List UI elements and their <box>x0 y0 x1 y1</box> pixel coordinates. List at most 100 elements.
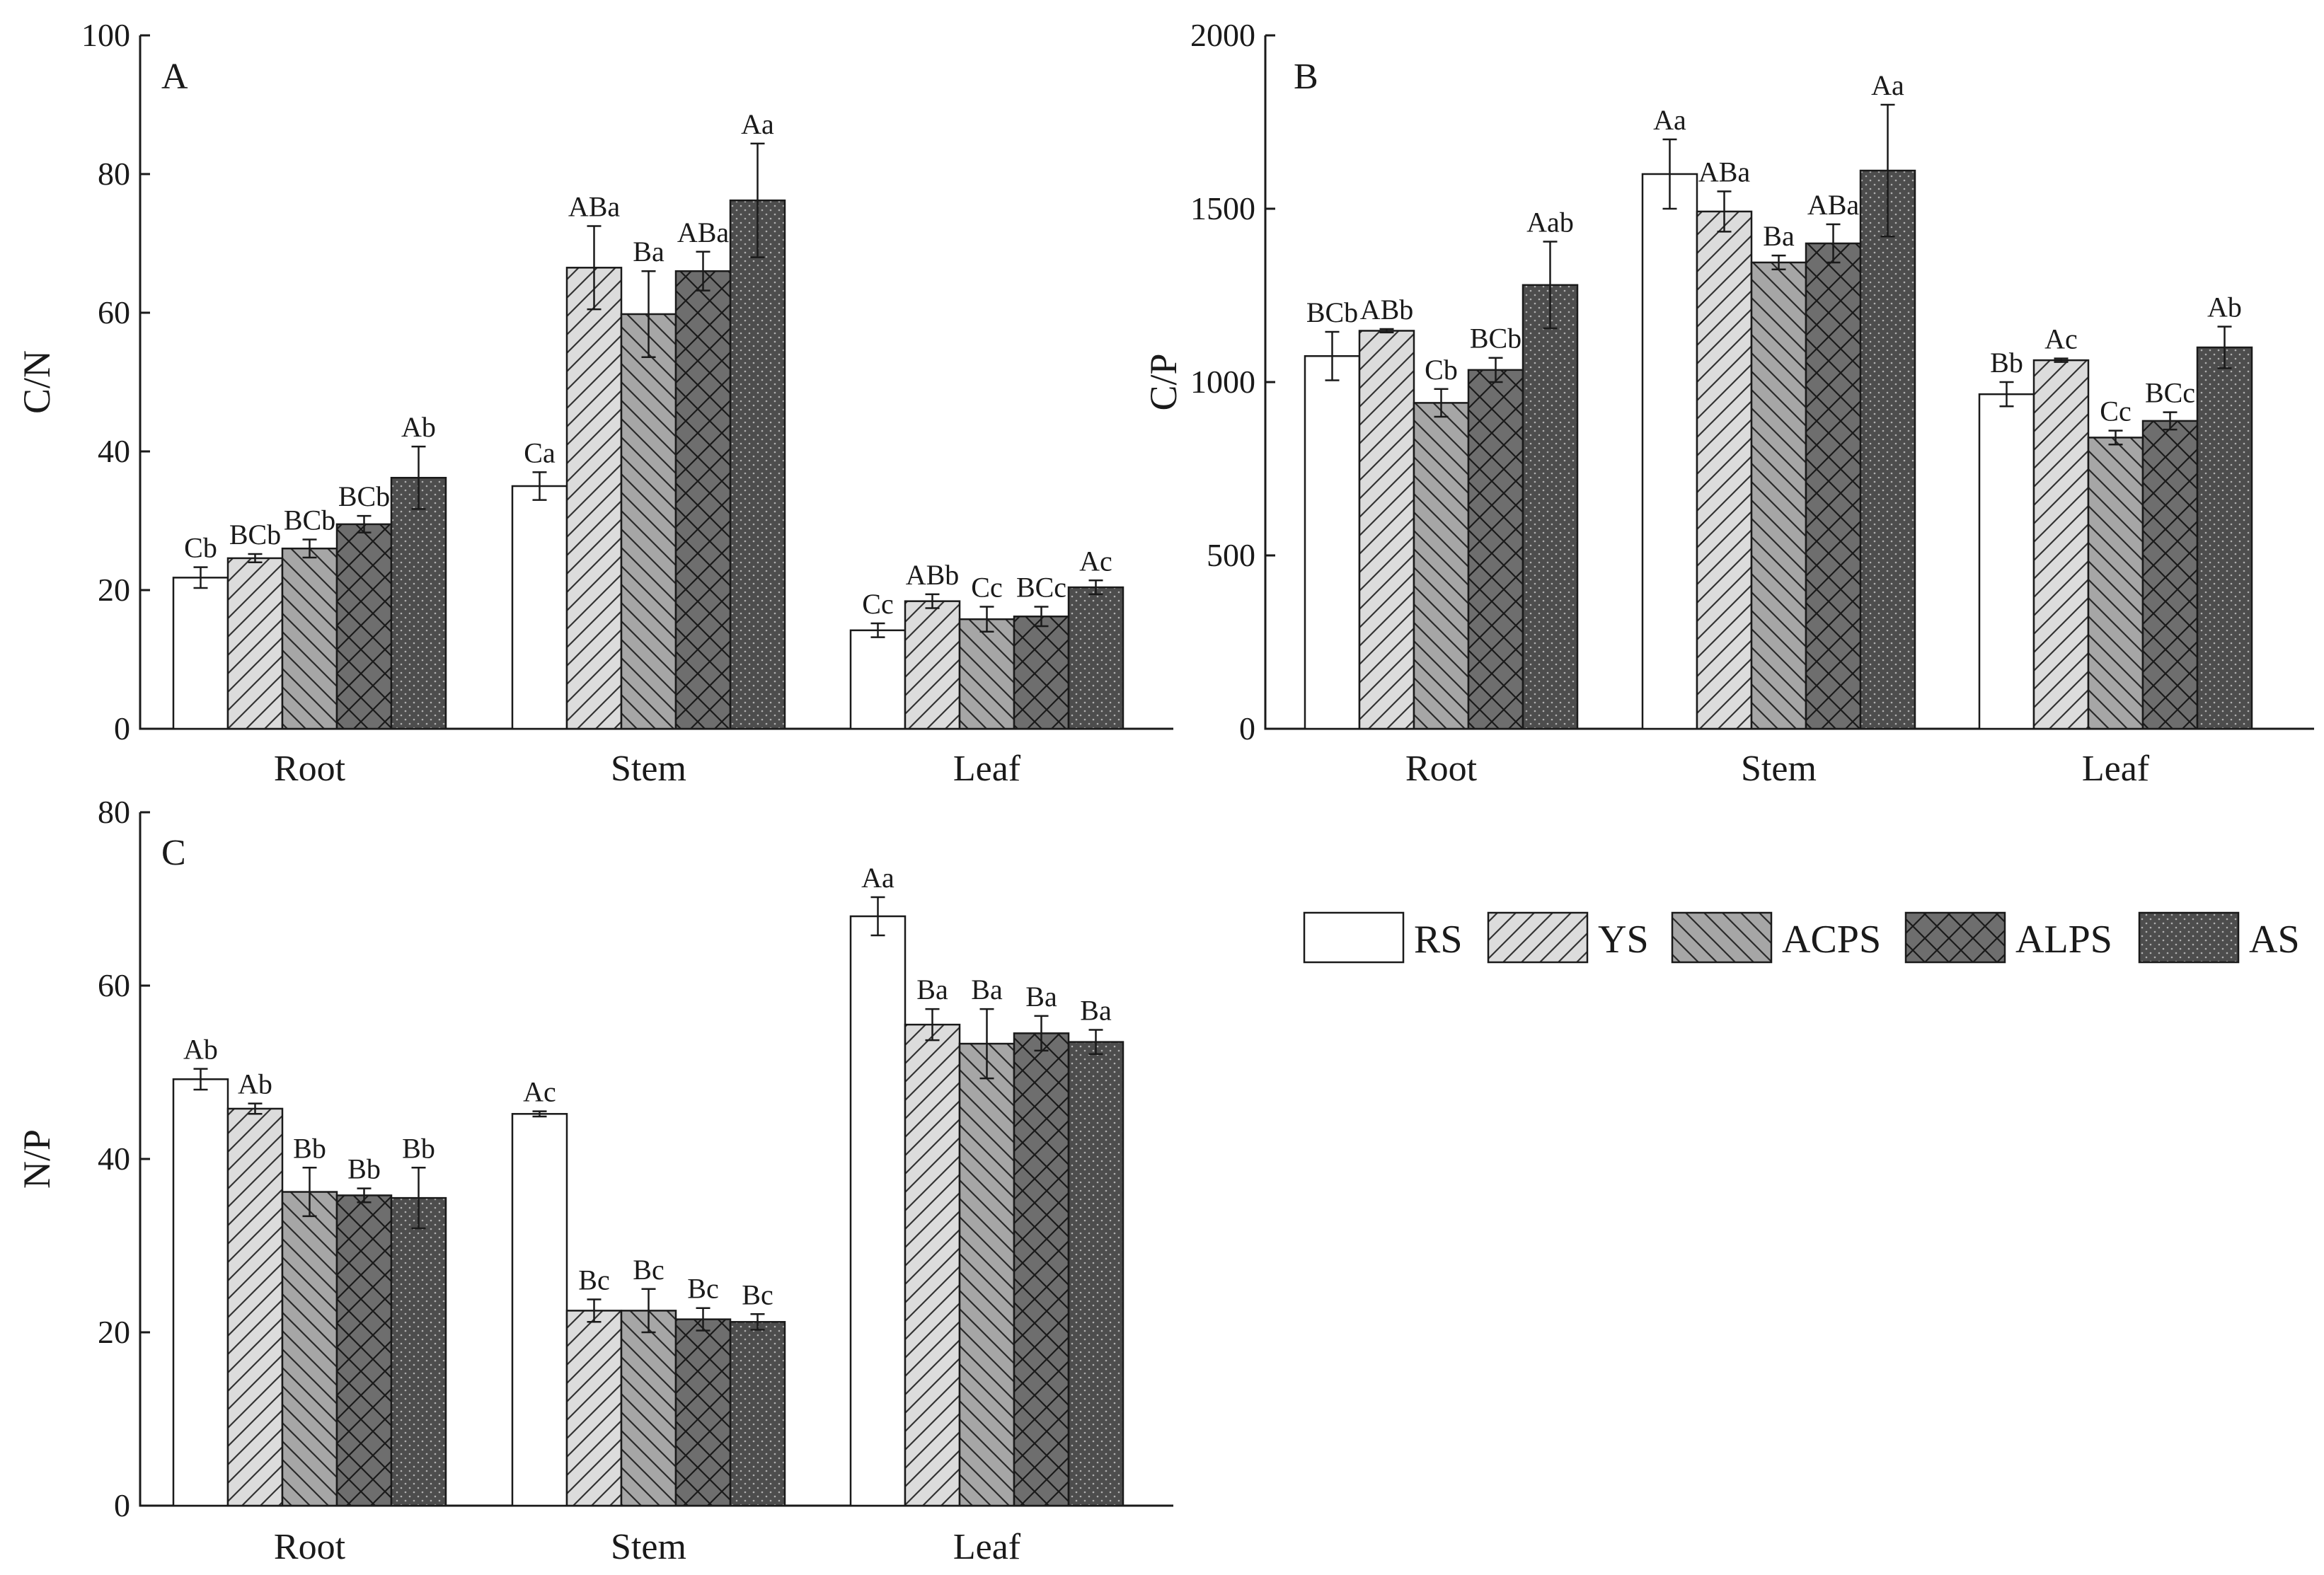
bar-as <box>729 199 786 730</box>
bar-acps <box>958 1042 1016 1507</box>
error-bar <box>587 225 602 311</box>
significance-label: Cc <box>971 572 1002 604</box>
significance-label: Ba <box>1080 994 1112 1026</box>
bar-ys <box>565 1310 623 1507</box>
y-tick-label: 80 <box>98 156 130 192</box>
error-bar <box>357 1187 372 1204</box>
y-tick-label: 20 <box>98 572 130 608</box>
y-tick-label: 0 <box>1239 710 1255 746</box>
significance-label: ABb <box>906 559 960 591</box>
bar-alps <box>674 270 732 730</box>
bar-rs <box>172 1078 229 1507</box>
error-bar <box>411 1167 426 1230</box>
error-bar <box>1826 223 1841 264</box>
significance-label: Bb <box>1990 347 2023 379</box>
significance-label: Ba <box>633 236 665 267</box>
legend-swatch <box>1671 911 1773 964</box>
error-bar <box>248 1102 263 1115</box>
error-bar <box>193 1068 208 1091</box>
bar-alps <box>335 523 393 730</box>
panel-letter: A <box>161 57 188 97</box>
bar-alps <box>2141 420 2199 730</box>
bar-ys <box>1696 210 1753 730</box>
significance-label: Bb <box>293 1132 326 1164</box>
significance-label: Cb <box>184 532 217 564</box>
bar-rs <box>849 629 907 730</box>
significance-label: Ba <box>971 974 1003 1005</box>
significance-label: BCb <box>229 519 281 550</box>
error-bar <box>750 142 765 258</box>
significance-label: BCb <box>284 504 335 536</box>
legend-item-as: AS <box>2138 911 2300 964</box>
significance-label: Ba <box>916 974 948 1005</box>
bar-rs <box>511 485 568 730</box>
significance-label: Bc <box>742 1279 773 1310</box>
significance-label: BCc <box>2145 377 2195 409</box>
bar-alps <box>1467 369 1524 730</box>
y-tick-label: 60 <box>98 294 130 330</box>
error-bar <box>2163 411 2178 431</box>
error-bar <box>979 606 994 633</box>
error-bar <box>532 471 547 501</box>
significance-label: BCb <box>1306 296 1358 328</box>
y-tick-label: 40 <box>98 433 130 469</box>
bar-acps <box>1750 261 1807 730</box>
error-bar <box>870 896 885 937</box>
significance-label: Ab <box>2207 292 2242 323</box>
x-category-label: Root <box>274 1527 346 1567</box>
error-bar <box>1034 1015 1049 1052</box>
bar-ys <box>1358 330 1415 730</box>
significance-label: Ac <box>2044 323 2078 355</box>
legend-swatch <box>1487 911 1589 964</box>
error-bar <box>1379 328 1394 334</box>
y-tick-label: 2000 <box>1190 17 1255 53</box>
bar-ys <box>904 1023 961 1507</box>
error-bar <box>302 1167 317 1218</box>
error-bar <box>1999 381 2014 408</box>
legend: RS YS ACPS ALPS AS <box>1303 911 2300 964</box>
significance-label: Bc <box>687 1273 718 1305</box>
x-category-label: Leaf <box>953 1527 1021 1567</box>
y-tick-label: 40 <box>98 1141 130 1177</box>
y-tick-label: 1500 <box>1190 190 1255 226</box>
significance-label: Ba <box>1025 981 1057 1012</box>
panel-letter: B <box>1294 57 1318 97</box>
error-bar <box>1717 190 1732 233</box>
y-tick-label: 0 <box>114 1487 130 1523</box>
significance-label: Ab <box>238 1068 272 1100</box>
significance-label: Ac <box>523 1076 556 1108</box>
bar-rs <box>172 577 229 730</box>
significance-label: Ab <box>401 411 436 443</box>
significance-label: Bb <box>347 1153 381 1185</box>
y-tick-label: 80 <box>98 794 130 830</box>
significance-label: Aa <box>1653 104 1686 136</box>
bar-ys <box>565 267 623 730</box>
bar-rs <box>1641 173 1698 730</box>
bar-as <box>1521 284 1579 730</box>
bar-alps <box>674 1318 732 1507</box>
bar-acps <box>958 618 1016 730</box>
error-bar <box>641 270 656 358</box>
error-bar <box>1088 579 1103 596</box>
y-tick-label: 60 <box>98 967 130 1003</box>
error-bar <box>1771 254 1786 270</box>
bar-as <box>1067 1041 1124 1507</box>
error-bar <box>979 1008 994 1080</box>
error-bar <box>357 514 372 533</box>
bar-rs <box>1978 393 2035 730</box>
y-axis-title: C/P <box>1142 353 1185 410</box>
bar-rs <box>849 915 907 1507</box>
significance-label: Aa <box>1871 69 1904 101</box>
significance-label: Aa <box>741 108 774 140</box>
bar-ys <box>226 1107 284 1507</box>
significance-label: Ca <box>524 437 556 468</box>
x-category-label: Root <box>274 749 346 789</box>
legend-item-acps: ACPS <box>1671 911 1881 964</box>
bar-alps <box>1805 242 1862 730</box>
error-bar <box>2054 357 2069 363</box>
legend-label: AS <box>2249 918 2300 962</box>
error-bar <box>1880 103 1895 238</box>
significance-label: Bc <box>633 1254 664 1286</box>
